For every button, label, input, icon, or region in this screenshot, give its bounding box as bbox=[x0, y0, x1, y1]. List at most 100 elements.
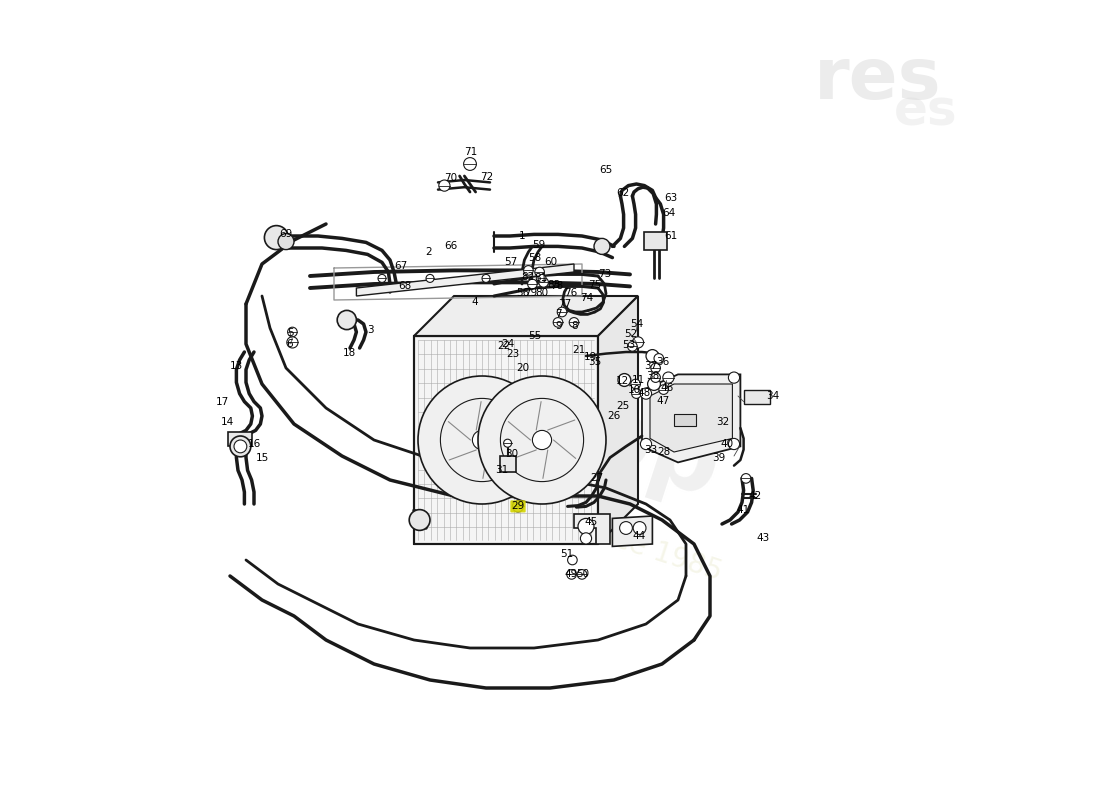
Text: 83: 83 bbox=[548, 280, 561, 290]
Text: 69: 69 bbox=[279, 230, 293, 239]
Text: 8: 8 bbox=[572, 322, 579, 331]
Circle shape bbox=[568, 555, 578, 565]
Text: 16: 16 bbox=[248, 439, 261, 449]
Circle shape bbox=[619, 522, 632, 534]
Circle shape bbox=[482, 274, 490, 282]
Text: 15: 15 bbox=[255, 454, 268, 463]
Text: 73: 73 bbox=[597, 270, 611, 279]
Circle shape bbox=[535, 267, 544, 277]
Text: 32: 32 bbox=[716, 418, 729, 427]
Circle shape bbox=[264, 226, 288, 250]
Circle shape bbox=[539, 278, 549, 287]
Text: 36: 36 bbox=[657, 358, 670, 367]
Circle shape bbox=[439, 180, 450, 191]
Text: 48: 48 bbox=[638, 388, 651, 398]
Polygon shape bbox=[598, 296, 638, 544]
Circle shape bbox=[648, 378, 660, 390]
Polygon shape bbox=[414, 296, 638, 336]
Text: 23: 23 bbox=[506, 350, 519, 359]
Polygon shape bbox=[650, 384, 733, 452]
Polygon shape bbox=[642, 374, 740, 462]
Bar bbox=[229, 432, 252, 446]
Circle shape bbox=[287, 327, 297, 337]
Text: 10: 10 bbox=[628, 386, 641, 395]
Circle shape bbox=[569, 318, 579, 327]
Text: 2: 2 bbox=[425, 247, 431, 257]
Text: 44: 44 bbox=[632, 531, 646, 541]
Circle shape bbox=[594, 238, 610, 254]
Circle shape bbox=[631, 389, 641, 398]
Text: 50: 50 bbox=[576, 570, 590, 579]
Circle shape bbox=[538, 274, 546, 282]
Circle shape bbox=[628, 342, 637, 351]
Bar bbox=[674, 414, 696, 426]
Circle shape bbox=[378, 274, 386, 282]
Text: 27: 27 bbox=[590, 474, 603, 483]
Text: 35: 35 bbox=[588, 358, 602, 367]
Text: 79: 79 bbox=[525, 288, 538, 298]
Text: res: res bbox=[814, 46, 942, 114]
Text: 30: 30 bbox=[505, 450, 518, 459]
Text: 11: 11 bbox=[632, 375, 646, 385]
Text: 33: 33 bbox=[645, 446, 658, 455]
Text: 21: 21 bbox=[572, 346, 585, 355]
Circle shape bbox=[581, 533, 592, 544]
Text: 53: 53 bbox=[623, 340, 636, 350]
Circle shape bbox=[663, 372, 674, 383]
Polygon shape bbox=[574, 514, 611, 544]
Text: europ: europ bbox=[399, 330, 733, 518]
Circle shape bbox=[287, 337, 298, 348]
Text: 82: 82 bbox=[521, 272, 535, 282]
Circle shape bbox=[558, 307, 566, 317]
Text: 39: 39 bbox=[712, 454, 725, 463]
Text: 46: 46 bbox=[660, 383, 673, 393]
Circle shape bbox=[532, 430, 551, 450]
Circle shape bbox=[578, 518, 594, 534]
Circle shape bbox=[659, 385, 669, 394]
Circle shape bbox=[278, 234, 294, 250]
Text: 1: 1 bbox=[519, 231, 526, 241]
Text: 43: 43 bbox=[756, 534, 769, 543]
Bar bbox=[500, 456, 516, 472]
Circle shape bbox=[640, 388, 651, 399]
Circle shape bbox=[651, 363, 660, 373]
Text: 72: 72 bbox=[481, 172, 494, 182]
Text: 71: 71 bbox=[464, 147, 477, 157]
Circle shape bbox=[230, 436, 251, 457]
Polygon shape bbox=[356, 264, 574, 296]
Circle shape bbox=[654, 354, 663, 363]
Circle shape bbox=[640, 438, 651, 450]
Text: 25: 25 bbox=[616, 402, 629, 411]
Text: 29: 29 bbox=[512, 502, 525, 511]
Circle shape bbox=[426, 274, 434, 282]
Circle shape bbox=[646, 350, 659, 362]
Text: 7: 7 bbox=[556, 310, 562, 319]
Text: 80: 80 bbox=[536, 288, 549, 298]
Text: 54: 54 bbox=[630, 319, 644, 329]
Circle shape bbox=[418, 376, 546, 504]
Text: 38: 38 bbox=[646, 371, 659, 381]
Circle shape bbox=[651, 373, 660, 382]
Text: 70: 70 bbox=[444, 174, 458, 183]
Text: 77: 77 bbox=[558, 299, 571, 309]
Text: 20: 20 bbox=[516, 363, 529, 373]
Text: 18: 18 bbox=[342, 348, 355, 358]
Circle shape bbox=[504, 439, 512, 447]
Text: 81: 81 bbox=[534, 274, 547, 283]
Text: 37: 37 bbox=[645, 362, 658, 371]
Text: 28: 28 bbox=[657, 447, 670, 457]
Circle shape bbox=[524, 266, 534, 275]
Text: 34: 34 bbox=[766, 391, 779, 401]
Circle shape bbox=[338, 310, 356, 330]
Circle shape bbox=[618, 374, 630, 386]
Text: 57: 57 bbox=[504, 258, 517, 267]
Bar bbox=[645, 232, 667, 250]
Text: 61: 61 bbox=[664, 231, 678, 241]
Text: 63: 63 bbox=[664, 194, 678, 203]
Circle shape bbox=[409, 510, 430, 530]
Text: 56: 56 bbox=[516, 288, 529, 298]
Text: 64: 64 bbox=[662, 208, 675, 218]
Text: 74: 74 bbox=[580, 294, 593, 303]
Polygon shape bbox=[744, 390, 770, 404]
Text: 47: 47 bbox=[657, 396, 670, 406]
